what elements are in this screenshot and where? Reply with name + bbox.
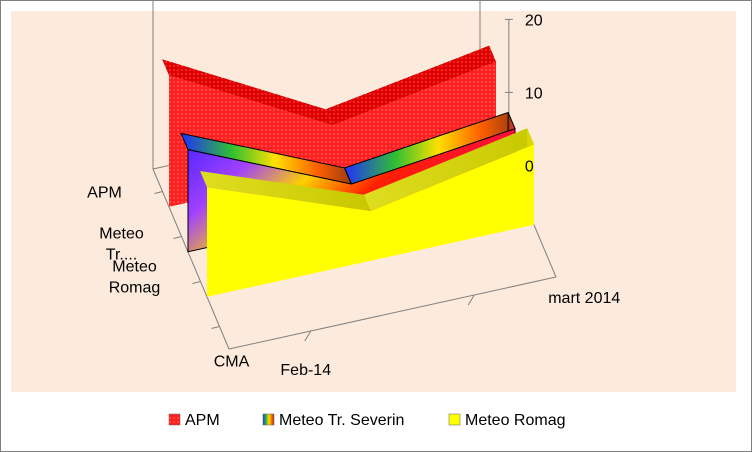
depth-tick-label: Meteo Romag (109, 259, 161, 297)
value-tick-label: 20 (525, 12, 543, 29)
series-top-face (363, 128, 534, 211)
legend-item: APM (168, 412, 220, 429)
legend-item: Meteo Romag (448, 412, 566, 429)
value-tick-label: 10 (525, 85, 543, 102)
series-layer (162, 45, 534, 297)
depth-tick-label: Meteo Tr.... (99, 226, 144, 264)
value-tick-label: 0 (525, 158, 534, 175)
legend-swatch (448, 413, 461, 426)
legend-swatch (168, 413, 181, 426)
legend: APM Meteo Tr. Severin Meteo Romag (168, 412, 566, 429)
labels-group: 0 10 20 Feb-14 mart 2014 APM Meteo Tr....Meteo R… (87, 12, 620, 379)
depth-tick (211, 326, 220, 329)
series-front-face (207, 144, 534, 297)
category-tick-label: Feb-14 (280, 362, 331, 379)
axes-group (152, 1, 557, 350)
depth-tick-label: APM (87, 185, 122, 202)
category-tick (467, 294, 475, 306)
legend-label: Meteo Romag (465, 412, 566, 429)
legend-item: Meteo Tr. Severin (262, 412, 404, 429)
category-tick-label: mart 2014 (548, 290, 620, 307)
depth-tick (154, 191, 163, 194)
series-top-face (162, 59, 333, 126)
series-top-face (325, 45, 496, 126)
depth-tick-label: CMA (214, 354, 250, 371)
depth-tick (173, 236, 182, 239)
category-tick (304, 330, 312, 342)
depth-axis-line (152, 168, 230, 350)
legend-swatch (262, 413, 275, 426)
series-meteo-romag (200, 128, 534, 297)
category-axis-line (228, 276, 557, 350)
legend-label: APM (185, 412, 220, 429)
legend-label: Meteo Tr. Severin (279, 412, 404, 429)
depth-tick (192, 281, 201, 284)
series-top-face (200, 171, 371, 211)
